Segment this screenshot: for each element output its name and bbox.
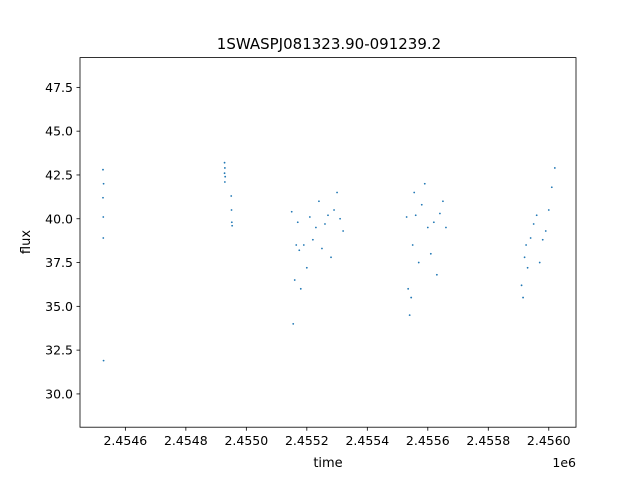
- data-point: [411, 244, 414, 246]
- data-point: [426, 226, 429, 229]
- data-point: [522, 296, 524, 299]
- data-point: [523, 256, 526, 259]
- data-point: [102, 237, 105, 239]
- data-point: [230, 195, 233, 197]
- data-point: [538, 261, 541, 264]
- data-point: [293, 279, 296, 281]
- data-point: [230, 209, 233, 211]
- data-point: [224, 175, 227, 178]
- data-point: [553, 167, 556, 169]
- data-point: [429, 252, 432, 255]
- data-point: [410, 296, 413, 299]
- y-tick-label: 47.5: [45, 80, 73, 95]
- data-point: [526, 266, 529, 269]
- data-point: [407, 287, 410, 290]
- x-axis: 2.4546 2.4548 2.4550 2.4552 2.4554 2.4556 2.45…: [103, 427, 571, 448]
- data-point: [413, 191, 416, 194]
- data-point: [405, 216, 408, 218]
- data-point: [442, 200, 444, 203]
- data-point: [292, 322, 295, 325]
- data-point: [223, 172, 226, 175]
- data-point: [102, 196, 104, 199]
- y-tick-label: 32.5: [45, 343, 73, 358]
- x-tick-label: 2.4548: [164, 433, 208, 448]
- data-point: [305, 266, 308, 269]
- data-point: [290, 210, 293, 213]
- data-point: [420, 203, 423, 206]
- data-point: [231, 224, 234, 227]
- plot-frame: [79, 57, 577, 428]
- data-point: [330, 256, 332, 259]
- data-point: [327, 214, 329, 217]
- data-point: [223, 167, 226, 169]
- data-point: [223, 161, 226, 164]
- y-tick-label: 35.0: [45, 299, 73, 314]
- data-point: [550, 186, 553, 189]
- data-point: [230, 221, 233, 224]
- x-axis-offset-label: 1e6: [552, 455, 576, 470]
- data-point: [435, 273, 438, 276]
- data-point: [445, 226, 447, 229]
- data-point: [547, 209, 550, 211]
- data-point: [423, 182, 426, 185]
- data-point: [529, 237, 532, 239]
- data-point: [439, 212, 441, 215]
- data-point: [541, 238, 544, 241]
- y-tick-label: 30.0: [45, 386, 73, 401]
- x-tick-label: 2.4550: [224, 433, 268, 448]
- x-tick-label: 2.4546: [103, 433, 147, 448]
- y-tick-label: 37.5: [45, 255, 73, 270]
- x-tick-label: 2.4560: [527, 433, 571, 448]
- data-points: [102, 161, 556, 362]
- data-point: [295, 244, 298, 246]
- data-point: [102, 168, 104, 171]
- data-point: [223, 181, 226, 183]
- data-point: [302, 244, 305, 246]
- y-axis: 30.0 32.5 35.0 37.5 40.0 42.5 45.0 47.5: [45, 80, 80, 401]
- data-point: [535, 214, 538, 217]
- data-point: [414, 214, 417, 217]
- data-point: [102, 359, 105, 362]
- data-point: [308, 216, 311, 218]
- y-tick-label: 45.0: [45, 124, 73, 139]
- data-point: [318, 200, 320, 203]
- data-point: [298, 249, 301, 252]
- data-point: [311, 238, 314, 241]
- data-point: [525, 244, 527, 246]
- data-point: [321, 247, 323, 250]
- data-point: [336, 191, 338, 194]
- data-point: [520, 284, 523, 287]
- data-point: [417, 261, 420, 264]
- data-point: [339, 217, 341, 220]
- x-tick-label: 2.4556: [406, 433, 450, 448]
- y-tick-label: 40.0: [45, 211, 73, 226]
- data-point: [333, 209, 335, 211]
- y-axis-label: flux: [19, 230, 34, 254]
- chart-title: 1SWASPJ081323.90-091239.2: [217, 35, 441, 53]
- x-tick-label: 2.4552: [285, 433, 329, 448]
- x-tick-label: 2.4554: [345, 433, 389, 448]
- data-point: [432, 221, 435, 224]
- y-tick-label: 42.5: [45, 167, 73, 182]
- data-point: [102, 182, 105, 185]
- data-point: [324, 223, 326, 225]
- data-point: [408, 314, 411, 316]
- data-point: [532, 223, 535, 225]
- data-point: [102, 216, 105, 218]
- x-tick-label: 2.4558: [466, 433, 510, 448]
- x-axis-label: time: [313, 456, 342, 471]
- data-point: [315, 226, 317, 229]
- data-point: [342, 230, 345, 232]
- data-point: [296, 221, 299, 224]
- data-point: [299, 287, 302, 290]
- data-point: [544, 230, 547, 232]
